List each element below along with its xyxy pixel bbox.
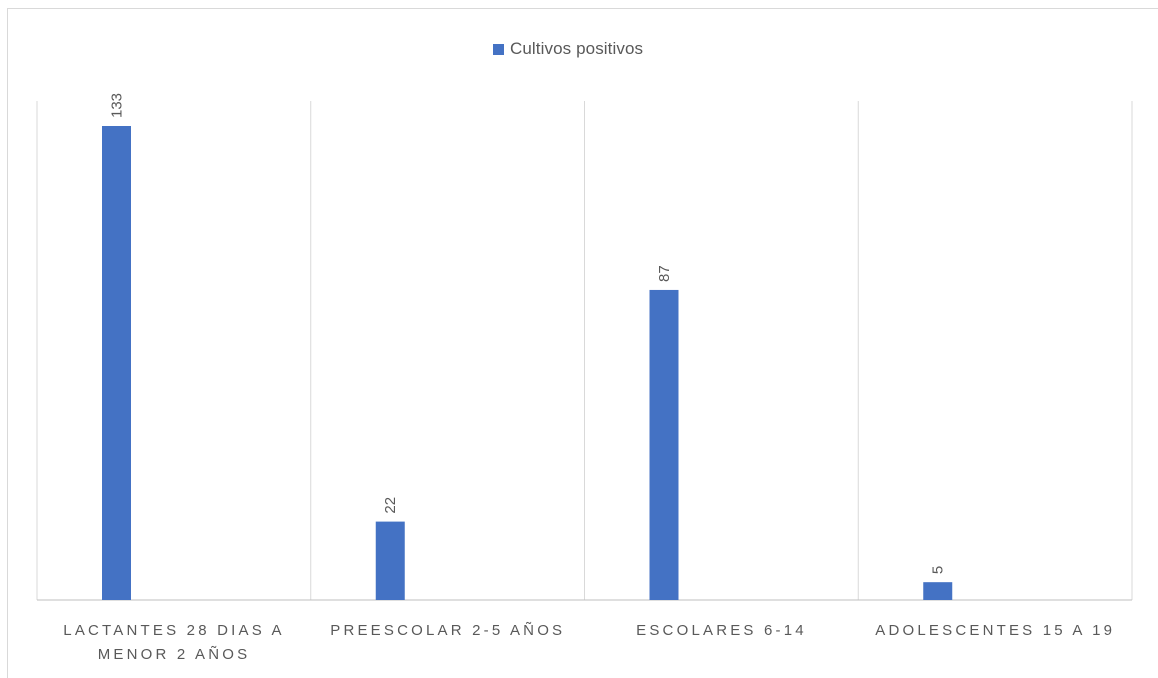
category-label-3: ADOLESCENTES 15 A 19 bbox=[875, 622, 1116, 639]
bar-3 bbox=[923, 582, 953, 600]
data-label-0: 133 bbox=[109, 93, 126, 118]
data-label-3: 5 bbox=[930, 566, 947, 574]
category-label-0: LACTANTES 28 DIAS A MENOR 2 AÑOS bbox=[63, 622, 285, 663]
category-label-1: PREESCOLAR 2-5 AÑOS bbox=[330, 622, 566, 639]
legend-swatch bbox=[493, 43, 504, 55]
bar-2 bbox=[649, 289, 679, 600]
data-label-1: 22 bbox=[382, 497, 399, 514]
legend: Cultivos positivos bbox=[493, 38, 643, 60]
chart-area bbox=[7, 8, 1158, 678]
bar-1 bbox=[375, 521, 405, 600]
category-label-2: ESCOLARES 6-14 bbox=[636, 622, 807, 639]
legend-label: Cultivos positivos bbox=[510, 39, 644, 58]
data-label-2: 87 bbox=[656, 265, 673, 282]
bar-0 bbox=[102, 126, 131, 600]
